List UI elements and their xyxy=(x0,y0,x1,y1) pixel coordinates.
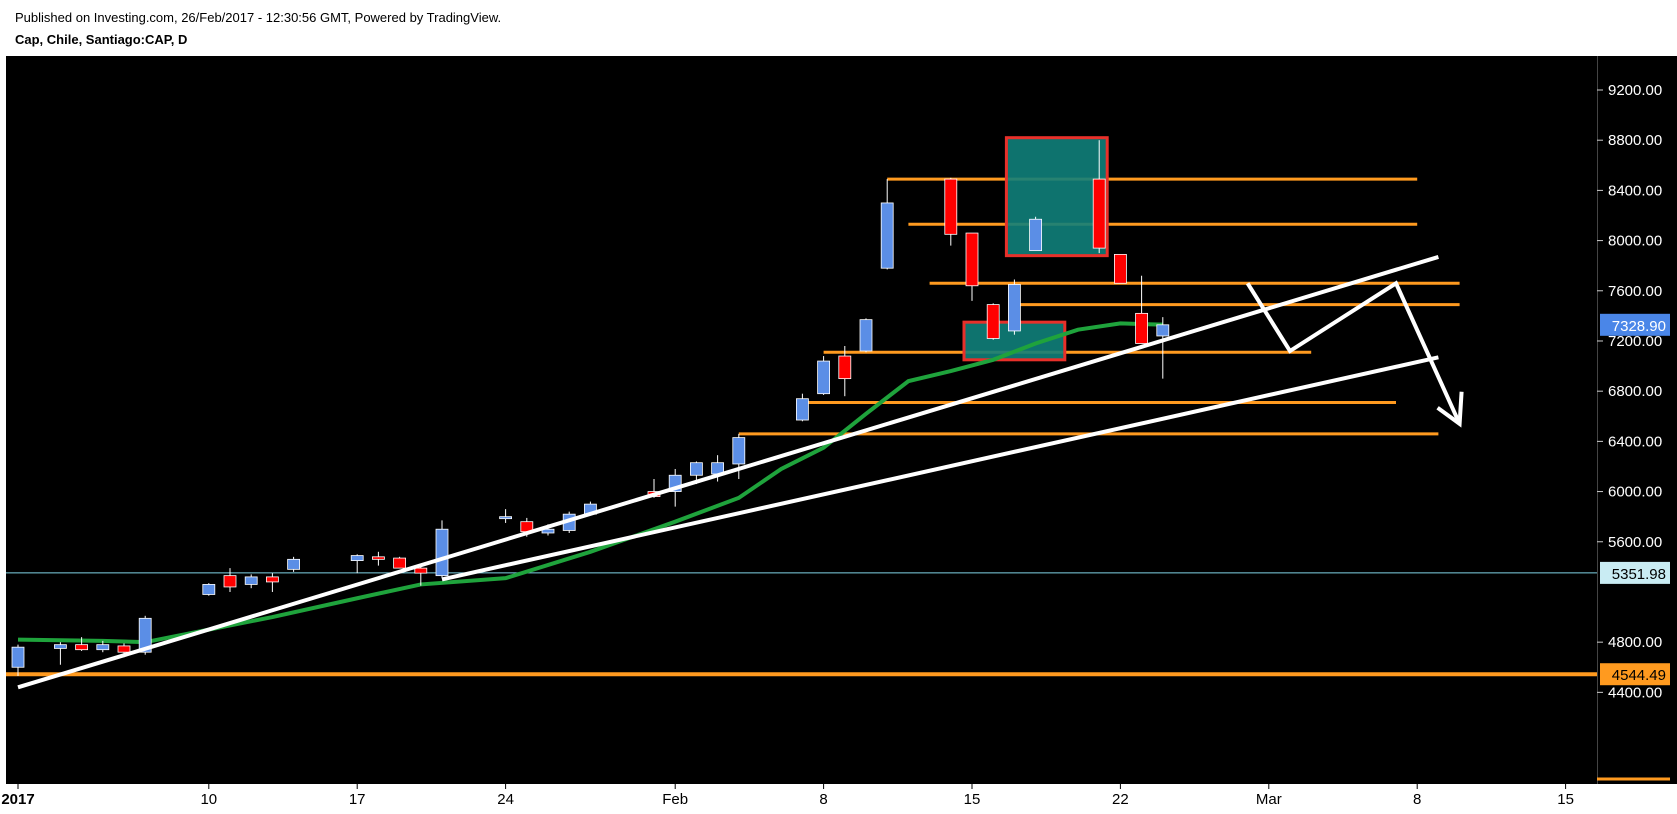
candle-body xyxy=(1135,312,1148,344)
candle-body xyxy=(138,617,152,653)
x-axis-band xyxy=(0,784,1677,814)
y-tick-label: 4400.00 xyxy=(1608,684,1662,701)
projection-arrowhead xyxy=(1436,391,1464,428)
candle-body xyxy=(96,644,110,651)
candle-body xyxy=(287,558,301,570)
candle-body xyxy=(986,304,1000,339)
price-axis-border xyxy=(1597,56,1598,784)
trend-line xyxy=(17,254,1439,690)
y-axis: 9200.00 8800.00 8400.00 8000.00 7600.00 7200.… xyxy=(1597,82,1662,701)
candle-body xyxy=(1156,324,1170,337)
y-tick-label: 7200.00 xyxy=(1608,333,1662,350)
candle-body xyxy=(732,437,746,465)
candles xyxy=(11,140,1170,677)
y-tick-label: 4800.00 xyxy=(1608,634,1662,651)
moving-average xyxy=(17,321,1163,645)
x-tick-label: 2017 xyxy=(1,791,34,808)
candle-body xyxy=(435,528,449,577)
candle-body xyxy=(414,567,428,574)
candle-body xyxy=(350,555,364,561)
candle-body xyxy=(11,646,25,668)
candle-body xyxy=(796,398,809,421)
candle-body xyxy=(1114,253,1127,284)
line-price-badge-bg xyxy=(1600,561,1670,584)
projection-arrow xyxy=(1245,280,1464,428)
x-tick-label: Feb xyxy=(662,791,688,808)
x-tick-label: 8 xyxy=(1413,791,1421,808)
y-tick-label: 6400.00 xyxy=(1608,433,1662,450)
candle-body xyxy=(690,462,703,476)
price-badges: 7328.90 5351.98 4544.49 xyxy=(1600,313,1670,686)
candle-body xyxy=(54,644,67,649)
x-tick-label: 24 xyxy=(497,791,514,808)
y-tick-label: 8800.00 xyxy=(1608,132,1662,149)
candle-body xyxy=(1008,284,1021,332)
last-price-badge-label: 7328.90 xyxy=(1612,318,1666,335)
symbol-title: Cap, Chile, Santiago:CAP, D xyxy=(15,32,188,47)
candle-body xyxy=(944,178,958,235)
candle-body xyxy=(223,575,237,588)
candle-body xyxy=(117,645,131,653)
projection-path xyxy=(1245,280,1462,425)
line-price-badge-label: 5351.98 xyxy=(1612,566,1666,583)
candle-body xyxy=(965,232,979,287)
candle-body xyxy=(838,355,852,380)
horizontal-lines xyxy=(6,572,1670,781)
x-tick-label: 22 xyxy=(1112,791,1129,808)
candle-body xyxy=(541,528,555,534)
candle-body xyxy=(393,557,407,569)
candle-body xyxy=(265,576,279,583)
candle-body xyxy=(499,516,513,520)
y-tick-label: 9200.00 xyxy=(1608,82,1662,99)
last-price-badge-bg xyxy=(1600,313,1670,336)
x-tick-label: 15 xyxy=(964,791,981,808)
candle-body xyxy=(880,202,894,269)
candle-body xyxy=(1029,218,1042,252)
x-tick-label: Mar xyxy=(1256,791,1282,808)
y-tick-label: 5600.00 xyxy=(1608,534,1662,551)
y-tick-label: 6000.00 xyxy=(1608,484,1662,501)
trend-line xyxy=(441,355,1439,582)
published-caption: Published on Investing.com, 26/Feb/2017 … xyxy=(15,10,502,25)
trend-lines xyxy=(17,254,1439,690)
candle-body xyxy=(75,644,88,651)
candle-body xyxy=(202,584,216,595)
candle-body xyxy=(1092,178,1106,249)
y-tick-label: 6800.00 xyxy=(1608,383,1662,400)
y-tick-label: 8000.00 xyxy=(1608,233,1662,250)
x-axis: 2017101724Feb81522Mar81522Abr10 xyxy=(0,784,1677,814)
level-price-badge-bg xyxy=(1600,663,1670,686)
x-tick-label: 17 xyxy=(349,791,366,808)
highlight-box xyxy=(1004,136,1109,258)
x-tick-label: 10 xyxy=(200,791,217,808)
moving-average-line xyxy=(17,321,1163,645)
level-price-badge-label: 4544.49 xyxy=(1612,667,1666,684)
chart-background xyxy=(6,56,1677,784)
y-tick-label: 7600.00 xyxy=(1608,283,1662,300)
x-tick-label: 15 xyxy=(1557,791,1574,808)
y-tick-label: 8400.00 xyxy=(1608,182,1662,199)
x-tick-label: 8 xyxy=(819,791,827,808)
candle-body xyxy=(244,576,258,585)
candle-body xyxy=(859,319,873,352)
candle-body xyxy=(371,556,385,560)
candle-body xyxy=(817,360,830,395)
